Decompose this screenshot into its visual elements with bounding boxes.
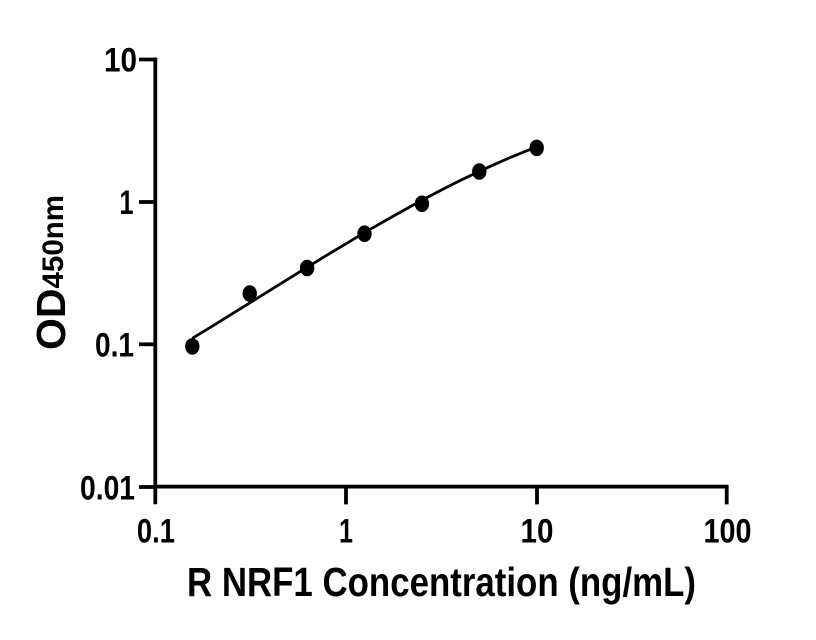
svg-text:0.1: 0.1 — [137, 512, 175, 550]
svg-text:100: 100 — [704, 512, 752, 550]
svg-text:1: 1 — [339, 512, 353, 550]
svg-text:OD450nm: OD450nm — [28, 195, 74, 350]
svg-text:0.1: 0.1 — [95, 326, 134, 364]
svg-text:10: 10 — [104, 41, 137, 79]
svg-text:0.01: 0.01 — [80, 469, 135, 507]
svg-text:R NRF1 Concentration (ng/mL): R NRF1 Concentration (ng/mL) — [187, 559, 696, 605]
svg-text:10: 10 — [521, 512, 554, 550]
svg-text:1: 1 — [120, 184, 134, 222]
